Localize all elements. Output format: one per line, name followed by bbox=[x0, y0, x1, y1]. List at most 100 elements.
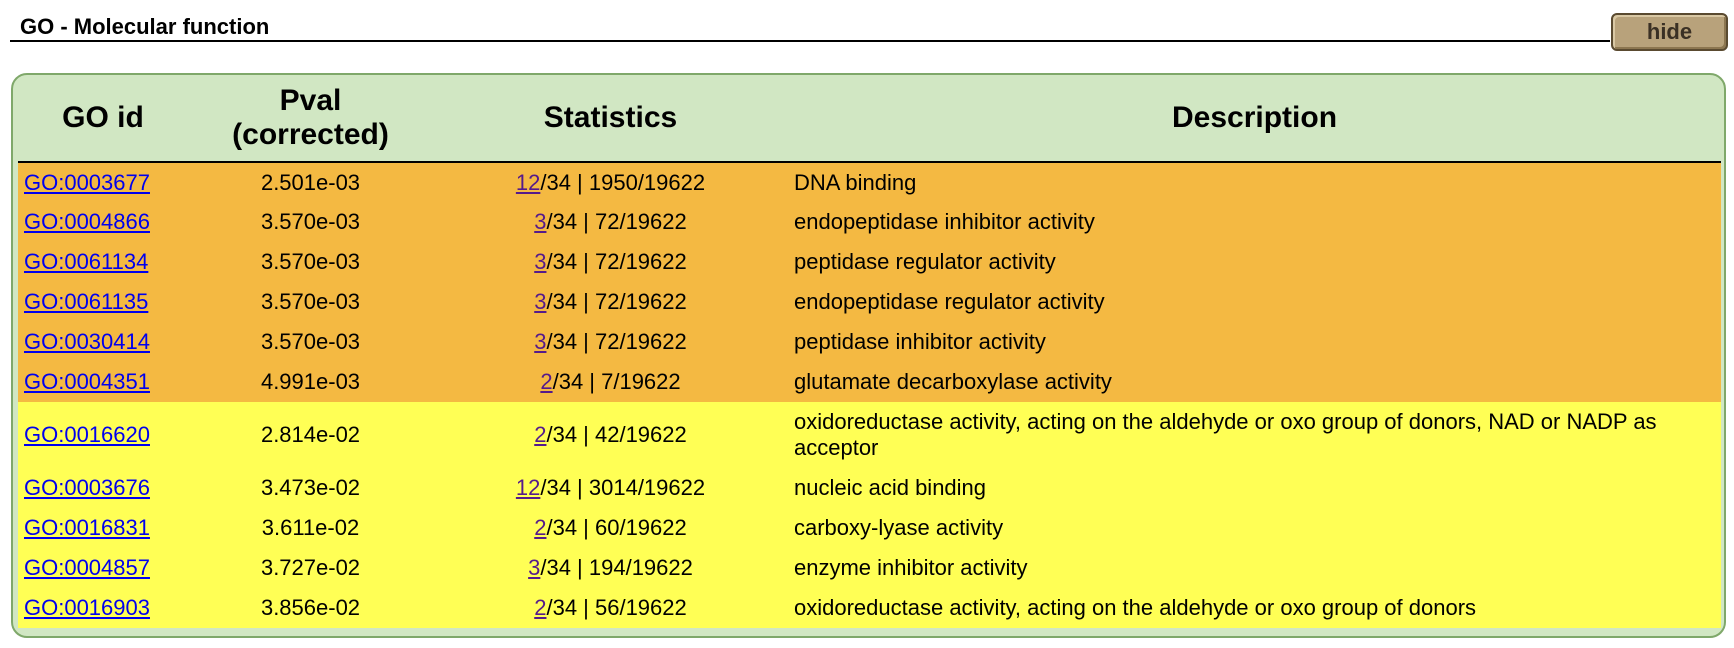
table-row: GO:0061135 3.570e-03 3/34 | 72/19622 end… bbox=[18, 282, 1721, 322]
pval-cell: 3.727e-02 bbox=[188, 548, 433, 588]
statistics-cell: 3/34 | 72/19622 bbox=[433, 202, 788, 242]
pval-cell: 3.570e-03 bbox=[188, 202, 433, 242]
statistics-text: /34 | 7/19622 bbox=[552, 369, 681, 394]
gene-count-link[interactable]: 3 bbox=[534, 209, 547, 234]
statistics-cell: 3/34 | 194/19622 bbox=[433, 548, 788, 588]
gene-count-link[interactable]: 3 bbox=[534, 249, 547, 274]
table-row: GO:0004866 3.570e-03 3/34 | 72/19622 end… bbox=[18, 202, 1721, 242]
section-title: GO - Molecular function bbox=[20, 14, 270, 39]
header-go-id: GO id bbox=[18, 75, 188, 163]
description-cell: nucleic acid binding bbox=[788, 468, 1721, 508]
pval-cell: 2.501e-03 bbox=[188, 162, 433, 202]
statistics-cell: 3/34 | 72/19622 bbox=[433, 242, 788, 282]
pval-cell: 3.856e-02 bbox=[188, 588, 433, 628]
gene-count-link[interactable]: 3 bbox=[528, 555, 541, 580]
go-id-cell: GO:0030414 bbox=[18, 322, 188, 362]
go-id-link[interactable]: GO:0061135 bbox=[24, 289, 149, 314]
go-id-cell: GO:0003676 bbox=[18, 468, 188, 508]
go-id-link[interactable]: GO:0016831 bbox=[24, 515, 150, 540]
description-cell: endopeptidase regulator activity bbox=[788, 282, 1721, 322]
header-pval-line1: Pval bbox=[279, 84, 342, 117]
go-id-cell: GO:0016903 bbox=[18, 588, 188, 628]
gene-count-link[interactable]: 3 bbox=[534, 329, 547, 354]
go-id-link[interactable]: GO:0003676 bbox=[24, 475, 150, 500]
statistics-cell: 3/34 | 72/19622 bbox=[433, 282, 788, 322]
pval-cell: 4.991e-03 bbox=[188, 362, 433, 402]
statistics-text: /34 | 72/19622 bbox=[546, 209, 687, 234]
statistics-text: /34 | 56/19622 bbox=[546, 595, 687, 620]
description-cell: peptidase inhibitor activity bbox=[788, 322, 1721, 362]
go-id-link[interactable]: GO:0004857 bbox=[24, 555, 150, 580]
go-id-cell: GO:0016831 bbox=[18, 508, 188, 548]
statistics-text: /34 | 72/19622 bbox=[546, 289, 687, 314]
go-results-table: GO id Pval (corrected) Statistics Descri… bbox=[18, 75, 1721, 628]
pval-cell: 3.570e-03 bbox=[188, 282, 433, 322]
gene-count-link[interactable]: 2 bbox=[540, 369, 553, 394]
header-pval-line2: (corrected) bbox=[232, 118, 389, 151]
gene-count-link[interactable]: 3 bbox=[534, 289, 547, 314]
go-id-link[interactable]: GO:0016620 bbox=[24, 422, 150, 447]
statistics-text: /34 | 194/19622 bbox=[540, 555, 693, 580]
go-id-link[interactable]: GO:0016903 bbox=[24, 595, 150, 620]
gene-count-link[interactable]: 2 bbox=[534, 422, 547, 447]
description-cell: peptidase regulator activity bbox=[788, 242, 1721, 282]
statistics-cell: 2/34 | 42/19622 bbox=[433, 402, 788, 468]
go-id-cell: GO:0004351 bbox=[18, 362, 188, 402]
table-body: GO:0003677 2.501e-03 12/34 | 1950/19622 … bbox=[18, 162, 1721, 628]
pval-cell: 3.570e-03 bbox=[188, 322, 433, 362]
header-statistics: Statistics bbox=[433, 75, 788, 163]
table-row: GO:0004857 3.727e-02 3/34 | 194/19622 en… bbox=[18, 548, 1721, 588]
pval-cell: 3.473e-02 bbox=[188, 468, 433, 508]
table-row: GO:0004351 4.991e-03 2/34 | 7/19622 glut… bbox=[18, 362, 1721, 402]
go-id-link[interactable]: GO:0030414 bbox=[24, 329, 150, 354]
gene-count-link[interactable]: 12 bbox=[515, 475, 541, 500]
go-id-link[interactable]: GO:0004351 bbox=[24, 369, 150, 394]
table-row: GO:0003677 2.501e-03 12/34 | 1950/19622 … bbox=[18, 162, 1721, 202]
statistics-text: /34 | 3014/19622 bbox=[540, 475, 706, 500]
go-results-panel: GO id Pval (corrected) Statistics Descri… bbox=[11, 73, 1726, 638]
section-header: GO - Molecular function bbox=[10, 10, 1610, 42]
table-row: GO:0061134 3.570e-03 3/34 | 72/19622 pep… bbox=[18, 242, 1721, 282]
description-cell: glutamate decarboxylase activity bbox=[788, 362, 1721, 402]
table-row: GO:0016831 3.611e-02 2/34 | 60/19622 car… bbox=[18, 508, 1721, 548]
go-id-cell: GO:0061135 bbox=[18, 282, 188, 322]
description-cell: oxidoreductase activity, acting on the a… bbox=[788, 402, 1721, 468]
description-cell: enzyme inhibitor activity bbox=[788, 548, 1721, 588]
gene-count-link[interactable]: 2 bbox=[534, 595, 547, 620]
gene-count-link[interactable]: 2 bbox=[534, 515, 547, 540]
pval-cell: 3.611e-02 bbox=[188, 508, 433, 548]
statistics-cell: 3/34 | 72/19622 bbox=[433, 322, 788, 362]
table-header-row: GO id Pval (corrected) Statistics Descri… bbox=[18, 75, 1721, 163]
table-row: GO:0030414 3.570e-03 3/34 | 72/19622 pep… bbox=[18, 322, 1721, 362]
description-cell: oxidoreductase activity, acting on the a… bbox=[788, 588, 1721, 628]
pval-cell: 2.814e-02 bbox=[188, 402, 433, 468]
gene-count-link[interactable]: 12 bbox=[515, 169, 541, 195]
description-cell: carboxy-lyase activity bbox=[788, 508, 1721, 548]
go-id-link[interactable]: GO:0004866 bbox=[24, 209, 150, 234]
hide-button[interactable]: hide bbox=[1611, 13, 1728, 51]
statistics-text: /34 | 1950/19622 bbox=[540, 169, 706, 195]
table-row: GO:0016903 3.856e-02 2/34 | 56/19622 oxi… bbox=[18, 588, 1721, 628]
statistics-cell: 2/34 | 60/19622 bbox=[433, 508, 788, 548]
table-row: GO:0016620 2.814e-02 2/34 | 42/19622 oxi… bbox=[18, 402, 1721, 468]
statistics-text: /34 | 60/19622 bbox=[546, 515, 687, 540]
statistics-text: /34 | 72/19622 bbox=[546, 329, 687, 354]
header-description: Description bbox=[788, 75, 1721, 163]
statistics-cell: 12/34 | 1950/19622 bbox=[433, 162, 788, 202]
go-id-cell: GO:0016620 bbox=[18, 402, 188, 468]
description-cell: endopeptidase inhibitor activity bbox=[788, 202, 1721, 242]
header-pval: Pval (corrected) bbox=[188, 75, 433, 163]
go-id-cell: GO:0004857 bbox=[18, 548, 188, 588]
statistics-text: /34 | 42/19622 bbox=[546, 422, 687, 447]
go-id-cell: GO:0003677 bbox=[18, 162, 188, 202]
statistics-text: /34 | 72/19622 bbox=[546, 249, 687, 274]
go-id-link[interactable]: GO:0061134 bbox=[24, 249, 149, 274]
statistics-cell: 2/34 | 7/19622 bbox=[433, 362, 788, 402]
go-id-cell: GO:0061134 bbox=[18, 242, 188, 282]
description-cell: DNA binding bbox=[788, 162, 1721, 202]
go-id-link[interactable]: GO:0003677 bbox=[24, 169, 150, 195]
table-row: GO:0003676 3.473e-02 12/34 | 3014/19622 … bbox=[18, 468, 1721, 508]
go-id-cell: GO:0004866 bbox=[18, 202, 188, 242]
pval-cell: 3.570e-03 bbox=[188, 242, 433, 282]
statistics-cell: 2/34 | 56/19622 bbox=[433, 588, 788, 628]
